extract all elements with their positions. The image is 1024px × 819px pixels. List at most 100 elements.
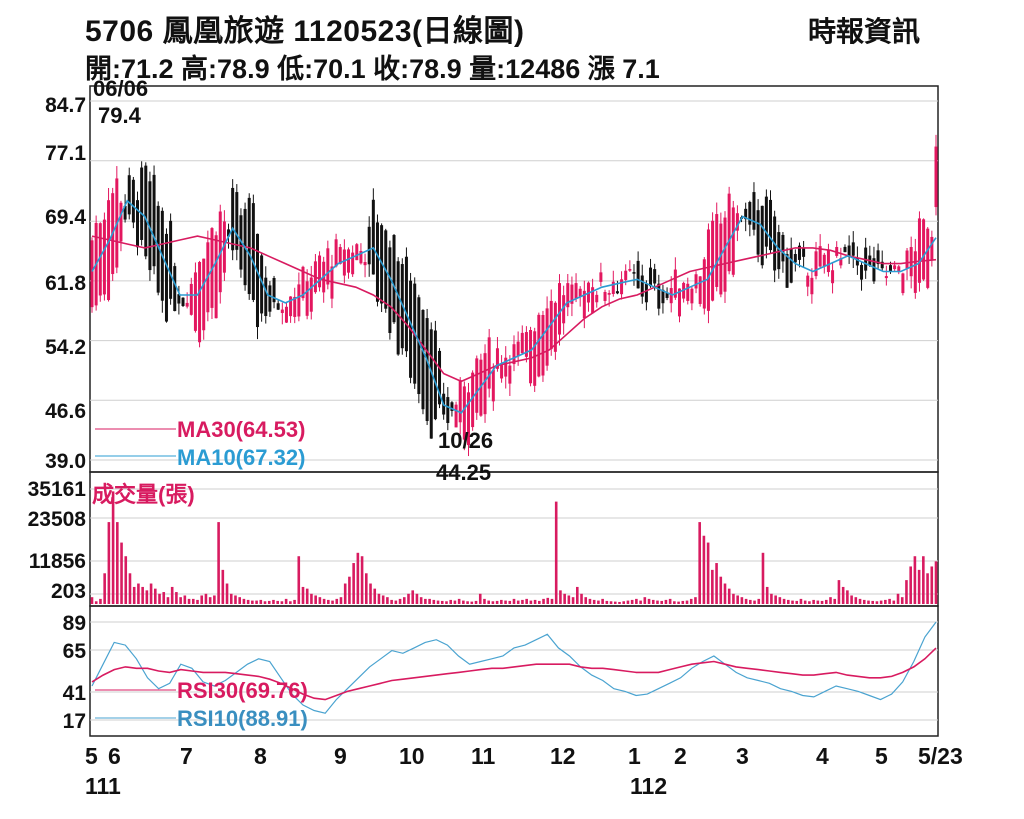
volume-bar [314,595,317,604]
volume-bar [871,600,874,604]
candle-body [578,288,582,297]
volume-bar [377,593,381,604]
volume-bar [753,600,756,604]
volume-bar [761,552,765,604]
candle-body [198,262,202,343]
volume-bar [584,597,588,604]
volume-tick-label: 35161 [28,478,87,501]
price-y-axis: 84.7 77.1 69.4 61.8 54.2 46.6 39.0 [45,94,86,473]
candle-body [595,294,599,303]
candle-body [694,274,698,289]
candle-body [570,284,574,304]
candle-body [744,208,748,220]
volume-bar [635,598,638,604]
volume-bar [618,601,621,604]
volume-bar [580,593,583,604]
candle-body [677,288,681,317]
candle-body [458,380,462,423]
volume-bar [837,580,841,604]
candle-body [227,229,231,237]
candle-body [582,290,586,319]
candle-body [533,331,537,386]
price-tick-label: 84.7 [45,94,86,117]
candle-body [367,226,371,265]
volume-bar [200,595,204,604]
volume-bars [90,491,938,604]
candle-body [214,235,218,319]
candle-body [711,220,715,301]
volume-bar [862,599,866,604]
volume-bar [149,583,153,604]
candle-body [487,337,491,389]
volume-bar [639,600,642,604]
month-label: 12 [550,743,576,769]
rsi-panel-frame [89,605,939,737]
volume-bar [487,600,490,604]
volume-bar [335,598,339,604]
volume-bar [850,595,853,604]
candle-body [396,261,400,355]
volume-bar [626,600,630,604]
volume-bar [402,597,406,604]
candle-body [901,273,905,294]
volume-bar [272,599,275,604]
volume-bar [103,573,106,604]
candle-body [611,281,615,294]
price-tick-label: 61.8 [45,272,86,295]
volume-bar [900,597,904,604]
candle-body [334,239,338,267]
candle-body [421,309,425,410]
candle-body [545,308,549,366]
volume-bar [778,597,782,604]
volume-bar [770,593,773,604]
candle-body [272,277,276,303]
volume-bar [799,598,803,604]
candle-body [686,283,690,301]
volume-bar [664,599,668,604]
candle-body [289,296,293,317]
volume-bar [158,593,161,604]
candle-body [735,213,739,231]
candle-body [566,283,570,308]
volume-bar [369,583,372,604]
ma10-legend: MA10(67.32) [177,445,305,470]
candle-body [624,270,628,280]
candle-body [140,167,144,240]
volume-bar [546,597,550,604]
volume-bar [428,598,431,604]
volume-bar [162,592,166,604]
candle-body [512,344,516,365]
ma30-line [91,235,937,383]
candle-body [504,357,508,377]
rsi-lines [91,621,937,714]
volume-bar [711,569,714,604]
rsi-y-axis: 89 65 41 17 [63,612,87,733]
volume-bar [415,593,419,604]
candle-body [123,205,127,220]
volume-bar [137,583,140,604]
candle-body [591,287,595,314]
volume-bar [888,598,891,604]
candle-body [731,207,735,275]
volume-bar [727,588,731,604]
volume-bar [116,522,119,604]
volume-bar [204,593,208,604]
volume-bar [934,561,938,604]
candle-body [665,292,669,298]
volume-bar [208,597,212,604]
candle-body [893,265,897,270]
volume-bar [774,595,777,604]
volume-bar [559,590,562,604]
volume-bar [183,595,187,604]
volume-bar [255,600,258,604]
volume-bar [930,566,934,604]
candle-body [164,233,168,322]
candle-body [669,288,673,304]
candle-body [318,255,322,288]
volume-bar [263,601,267,604]
candle-body [189,283,193,315]
candle-body [202,258,206,331]
volume-bar [432,599,436,604]
volume-bar [879,600,883,604]
volume-bar [462,600,465,604]
